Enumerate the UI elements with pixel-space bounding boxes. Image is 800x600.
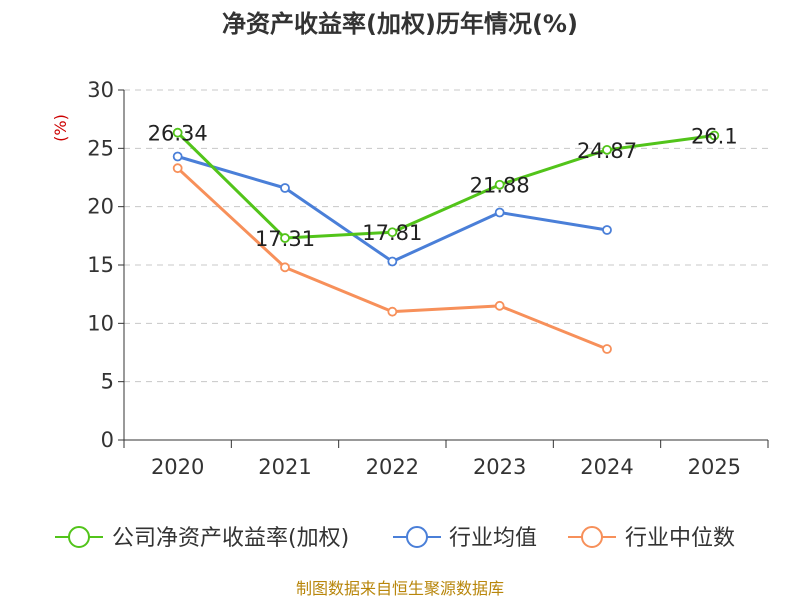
legend-label: 公司净资产收益率(加权)	[112, 526, 349, 551]
x-tick-label: 2025	[688, 455, 741, 479]
data-point	[387, 306, 398, 317]
chart-title: 净资产收益率(加权)历年情况(%)	[222, 10, 578, 38]
data-source-note: 制图数据来自恒生聚源数据库	[296, 579, 504, 598]
data-point	[494, 300, 505, 311]
data-labels: 26.34 17.31 17.81 21.88 24.87 26.1	[148, 122, 738, 251]
x-tick-label: 2022	[366, 455, 419, 479]
legend-marker	[581, 526, 603, 548]
data-label: 17.81	[362, 221, 422, 245]
legend-marker	[68, 526, 90, 548]
data-point	[709, 130, 720, 141]
data-label: 26.34	[148, 122, 208, 146]
legend-marker	[406, 526, 428, 548]
data-point	[172, 151, 183, 162]
data-point	[280, 233, 290, 243]
series-lines	[172, 127, 720, 354]
legend-label: 行业均值	[449, 526, 537, 551]
y-tick-label: 20	[87, 195, 114, 219]
y-tick-label: 0	[101, 428, 114, 452]
data-label: 17.31	[255, 227, 315, 251]
y-axis-unit-label: (%)	[51, 114, 70, 142]
data-point	[602, 344, 612, 354]
x-tick-label: 2023	[473, 455, 526, 479]
y-tick-label: 15	[87, 253, 114, 277]
data-point	[172, 127, 183, 138]
legend: 公司净资产收益率(加权) 行业均值 行业中位数	[55, 526, 735, 551]
data-point	[280, 262, 290, 273]
data-point	[387, 256, 398, 267]
data-point	[280, 183, 290, 193]
y-tick-label: 30	[87, 78, 114, 102]
x-tick-label: 2020	[151, 455, 204, 479]
data-point	[494, 179, 505, 190]
data-label: 24.87	[577, 139, 637, 163]
y-tick-label: 25	[87, 136, 114, 160]
data-point	[494, 207, 505, 218]
grid-lines	[124, 89, 768, 383]
data-point	[602, 225, 612, 235]
y-tick-label: 5	[101, 370, 114, 394]
x-tick-label: 2024	[580, 455, 633, 479]
y-tick-label: 10	[87, 311, 114, 335]
x-tick-label: 2021	[258, 455, 311, 479]
legend-label: 行业中位数	[625, 526, 735, 551]
series-line	[176, 131, 715, 240]
data-label: 21.88	[470, 174, 530, 198]
data-point	[172, 163, 183, 174]
data-point	[602, 144, 612, 155]
data-label: 26.1	[691, 125, 738, 149]
data-point	[387, 227, 398, 238]
